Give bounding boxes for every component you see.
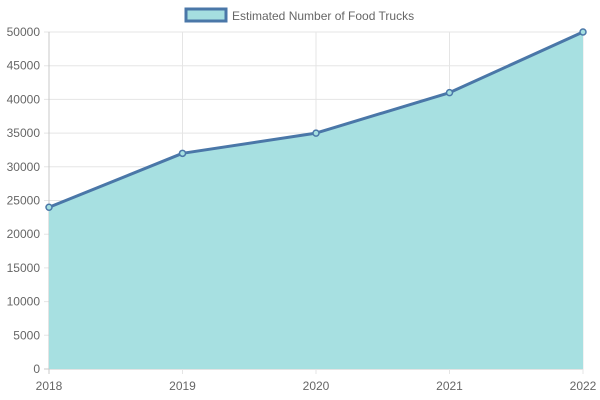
y-tick-label: 15000 [7,261,41,275]
y-tick-label: 25000 [7,194,41,208]
x-tick-label: 2020 [303,379,330,393]
y-tick-label: 45000 [7,59,41,73]
legend[interactable]: Estimated Number of Food Trucks [184,7,414,23]
legend-swatch[interactable] [184,7,228,23]
data-point[interactable] [579,28,587,36]
y-tick-label: 50000 [7,25,41,39]
data-point[interactable] [178,149,187,158]
axis-layer: 0 5000 10000 15000 20000 25000 30000 35000 40000… [7,25,597,393]
y-tick-label: 0 [33,362,40,376]
y-tick-label: 35000 [7,126,41,140]
y-tick-label: 10000 [7,295,41,309]
y-tick-label: 20000 [7,227,41,241]
data-point[interactable] [312,129,320,137]
data-point[interactable] [45,203,53,211]
x-tick-label: 2022 [570,379,597,393]
data-point[interactable] [445,88,454,97]
points-layer [45,28,587,211]
x-tick-label: 2019 [169,379,196,393]
y-tick-label: 40000 [7,92,41,106]
x-tick-label: 2018 [36,379,63,393]
y-tick-label: 30000 [7,160,41,174]
legend-label[interactable]: Estimated Number of Food Trucks [232,9,414,23]
y-tick-label: 5000 [13,328,40,342]
x-tick-label: 2021 [436,379,463,393]
series-area-fill [49,32,583,369]
